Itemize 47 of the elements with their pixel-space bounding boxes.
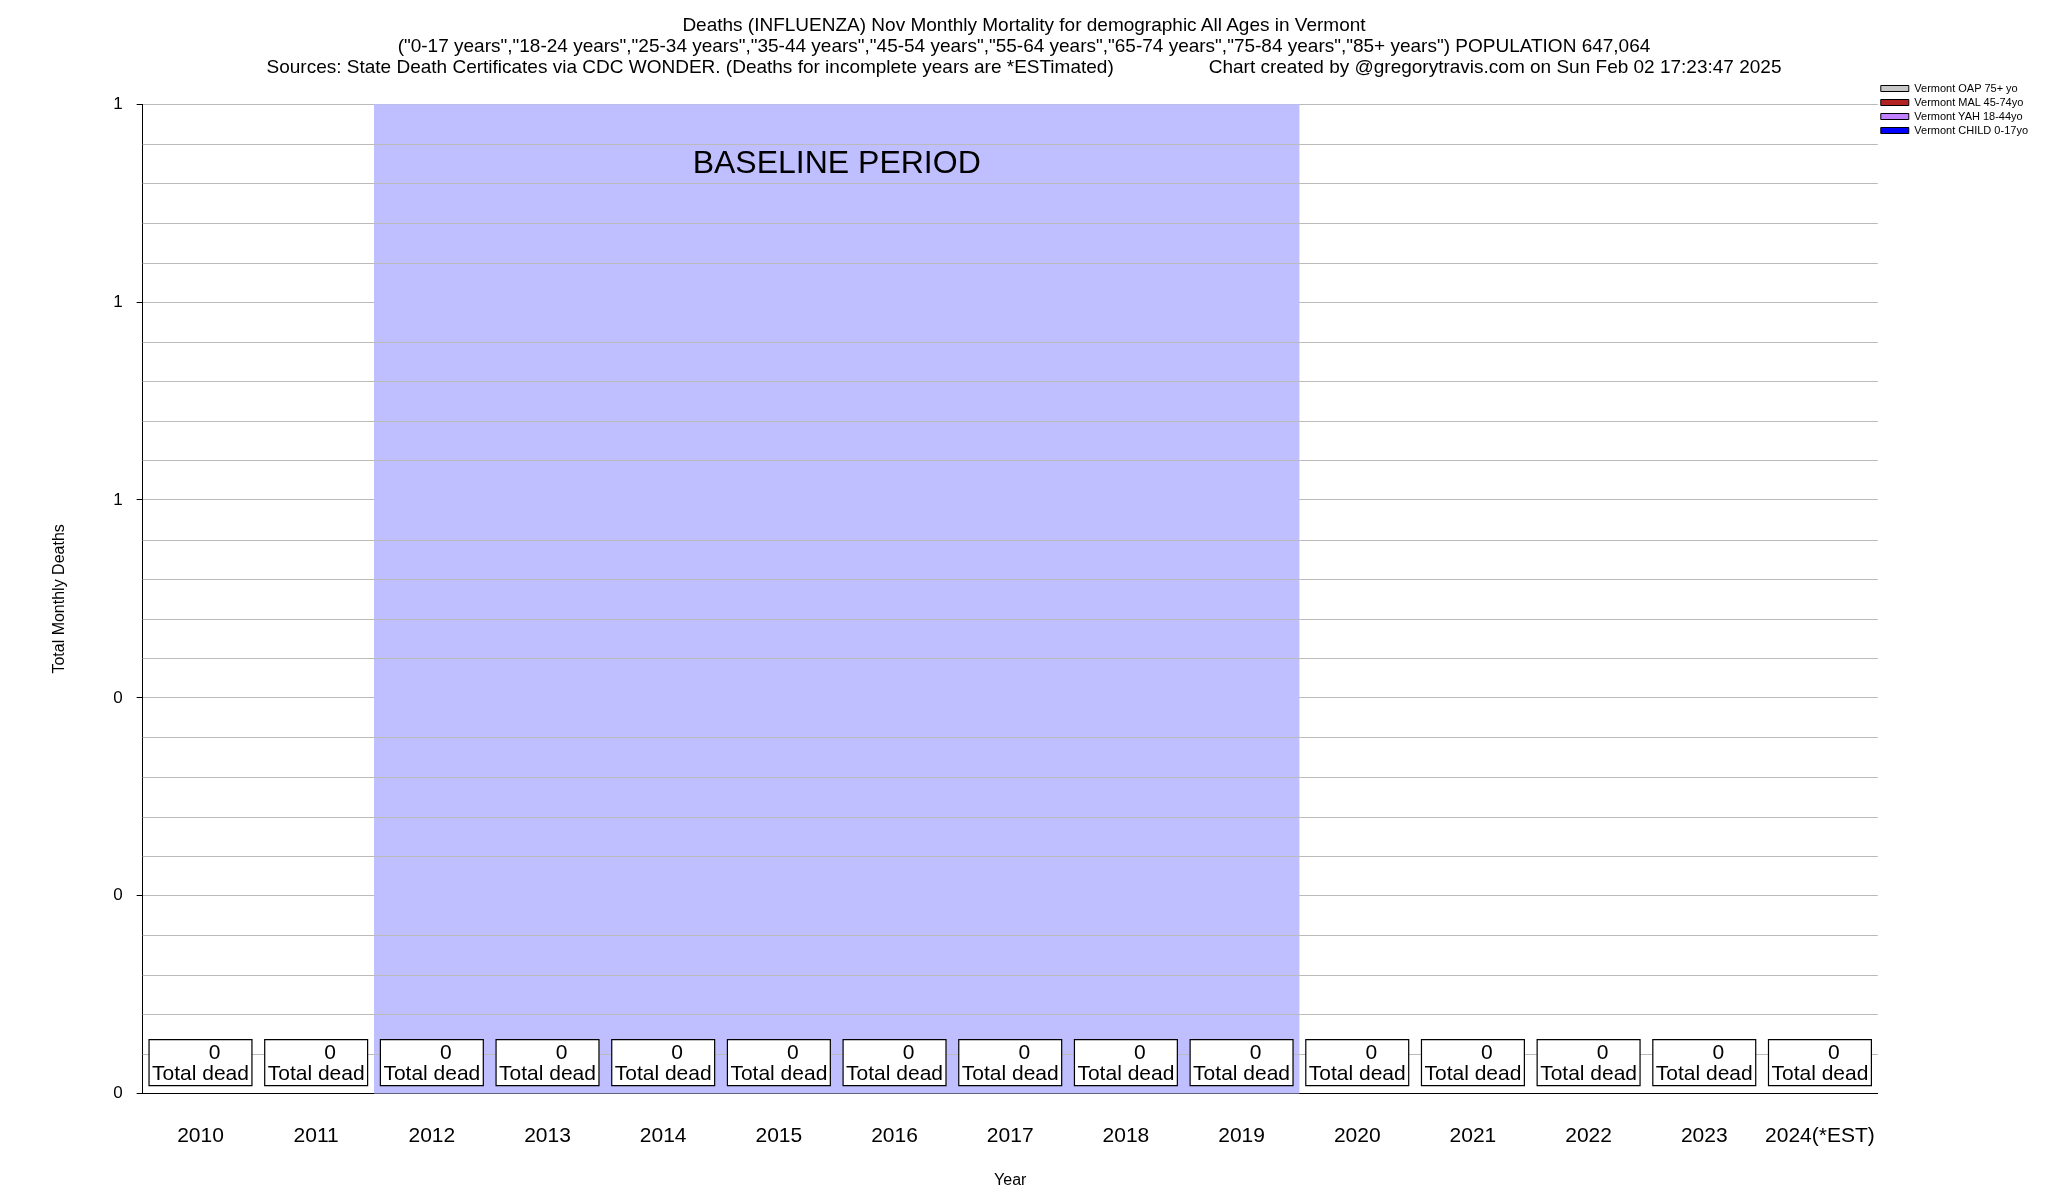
x-tick-label: 2011	[293, 1123, 339, 1146]
text: Chart created by @gregorytravis.com on Sun Feb 02 17:23:47 2025	[1208, 56, 1782, 77]
x-tick-label: 2017	[986, 1123, 1034, 1146]
total-label: 0 Total dead	[499, 1039, 596, 1084]
x-axis-title: Year	[994, 1170, 1028, 1188]
y-axis-title: Total Monthly Deaths	[50, 524, 68, 674]
total-label: 0 Total dead	[1540, 1039, 1638, 1084]
total-label: 0 Total dead	[152, 1039, 249, 1084]
total-label: 0 Total dead	[846, 1039, 943, 1084]
x-tick-label: 2018	[1102, 1123, 1150, 1146]
x-tick-label: 2019	[1218, 1123, 1265, 1146]
total-label: 0 Total dead	[614, 1039, 712, 1084]
total-label: 0 Total dead	[1077, 1039, 1175, 1084]
x-tick-label: 2013	[524, 1123, 571, 1146]
y-tick-label: 0	[113, 1083, 123, 1103]
x-tick-label: 2020	[1333, 1123, 1381, 1146]
x-tick-label: 2024(*EST)	[1765, 1123, 1875, 1146]
total-label: 0 Total dead	[1771, 1039, 1869, 1084]
y-tick-label: 0	[113, 687, 123, 707]
total-label: 0 Total dead	[1308, 1039, 1406, 1084]
legend-label: Vermont CHILD 0-17yo	[1914, 123, 2028, 136]
source-note: Sources: State Death Certificates via CDC WONDER. (Deaths for incomplete years are *ESTimated)	[266, 56, 1114, 77]
total-label: 0 Total dead	[1655, 1039, 1753, 1084]
total-label: 0 Total dead	[1424, 1039, 1522, 1084]
x-tick-label: 2016	[871, 1123, 918, 1146]
y-tick-label: 0	[113, 885, 123, 905]
legend-label: Vermont OAP 75+ yo	[1914, 81, 2018, 94]
chart-title: Deaths (INFLUENZA) Nov Monthly Mortality for demographic All Ages in Vermont	[681, 14, 1367, 35]
x-tick-label: 2021	[1449, 1123, 1497, 1146]
total-label: 0 Total dead	[383, 1039, 481, 1084]
x-tick-label: 2023	[1680, 1123, 1728, 1146]
x-tick-label: 2022	[1565, 1123, 1612, 1146]
x-tick-label: 2010	[177, 1123, 224, 1146]
y-tick-label: 1	[113, 489, 123, 509]
y-tick-label: 1	[113, 291, 123, 311]
band-label: BASELINE PERIOD	[692, 144, 981, 181]
y-tick-label: 1	[113, 93, 123, 113]
x-tick-label: 2015	[755, 1123, 803, 1146]
total-label: 0 Total dead	[1193, 1039, 1291, 1084]
chart-subtitle: ("0-17 years","18-24 years","25-34 years","35-44 years","45-54 years","55-64 years","65-74 years","75-84 years","85+ years") POPULATION 647,064	[396, 35, 1652, 56]
legend-label: Vermont MAL 45-74yo	[1914, 95, 2024, 108]
legend-label: Vermont YAH 18-44yo	[1914, 109, 2023, 122]
x-tick-label: 2014	[639, 1123, 687, 1146]
total-label: 0 Total dead	[267, 1039, 365, 1084]
total-label: 0 Total dead	[730, 1039, 828, 1084]
total-label: 0 Total dead	[961, 1039, 1059, 1084]
x-tick-label: 2012	[408, 1123, 456, 1146]
